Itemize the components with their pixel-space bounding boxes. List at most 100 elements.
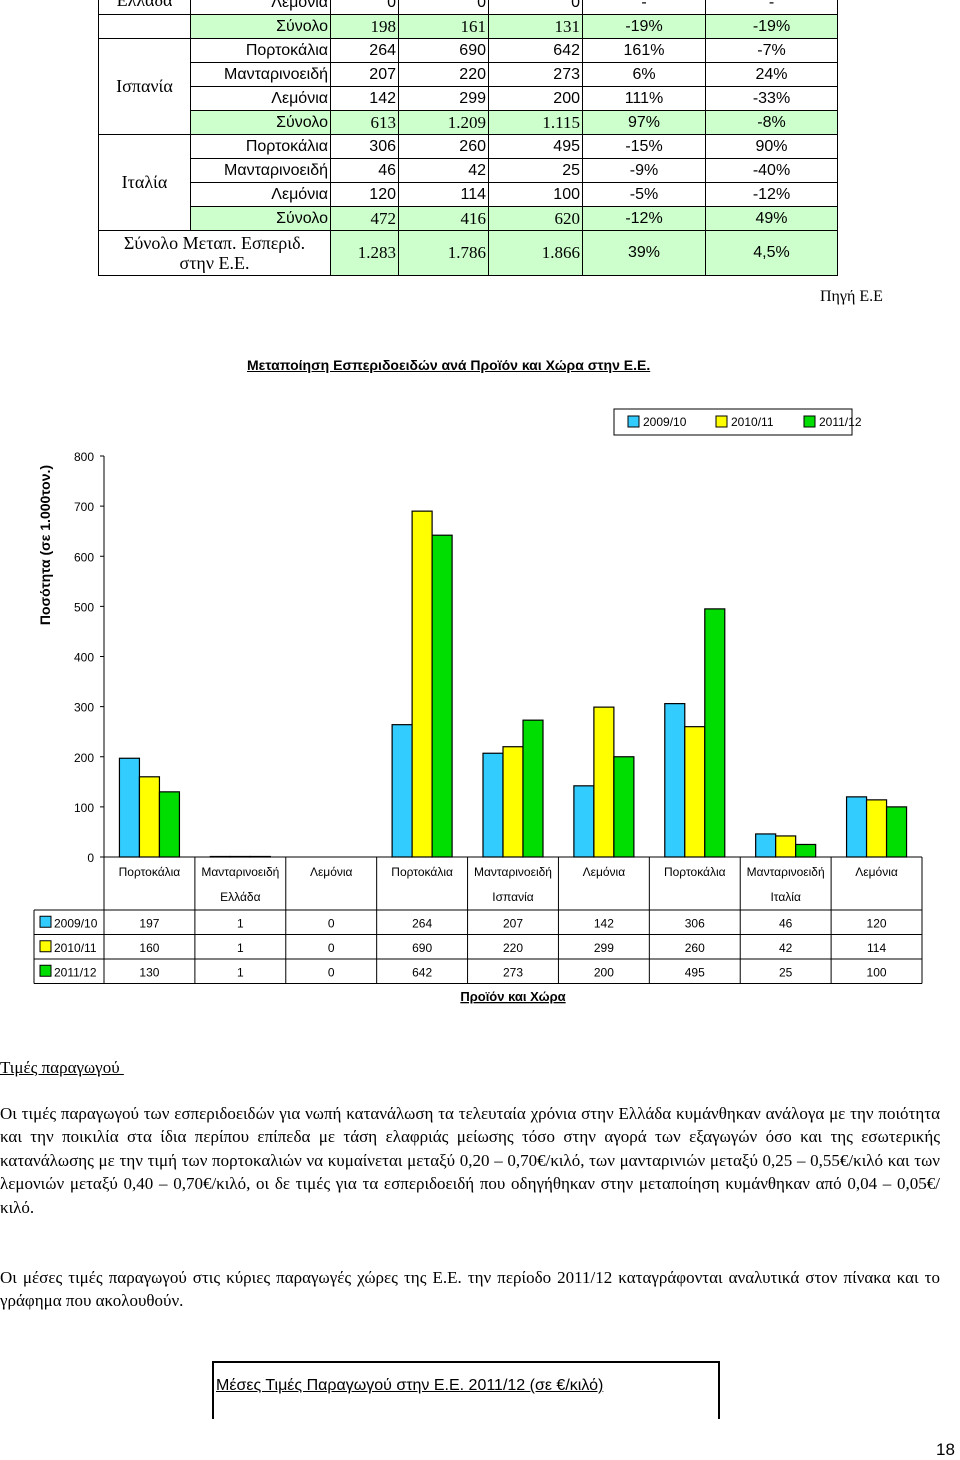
data-label: 306: [685, 916, 705, 930]
legend-swatch: [39, 964, 52, 977]
product-cell: Μανταρινοειδή: [190, 62, 331, 87]
x-group-label: Ισπανία: [492, 890, 533, 904]
x-tick-label: Πορτοκάλια: [664, 865, 726, 879]
x-group-label: Ελλάδα: [220, 890, 260, 904]
table-row-total: Σύνολο 613 1.209 1.115 97% -8%: [99, 110, 838, 135]
x-tick-label: Λεμόνια: [855, 865, 898, 879]
value-cell: 142: [330, 86, 399, 111]
value-cell: 25: [488, 158, 583, 183]
bar: [158, 791, 181, 858]
percent-cell: -19%: [582, 14, 706, 39]
page-number: 18: [936, 1440, 955, 1459]
value-cell: 200: [488, 86, 583, 111]
legend-label: 2009/10: [643, 415, 687, 429]
bar: [795, 843, 817, 858]
bar: [593, 706, 615, 858]
value-cell: 642: [488, 38, 583, 63]
bar: [684, 726, 706, 858]
country-cell: [98, 14, 191, 39]
bar: [755, 833, 777, 858]
value-cell: 1.866: [488, 230, 583, 276]
product-cell: Λεμόνια: [190, 86, 331, 111]
value-cell: 0: [488, 0, 583, 15]
percent-cell: -12%: [705, 182, 838, 207]
data-label: 100: [867, 965, 887, 979]
x-tick-label: Πορτοκάλια: [391, 865, 453, 879]
table-row-total: Σύνολο 472 416 620 -12% 49%: [99, 206, 838, 231]
data-label: 642: [412, 965, 432, 979]
value-cell: 220: [398, 62, 489, 87]
data-label: 1: [237, 916, 244, 930]
value-cell: 299: [398, 86, 489, 111]
value-cell: 0: [330, 0, 399, 15]
percent-cell: 4,5%: [705, 230, 838, 276]
table-caption-frame: [212, 1361, 720, 1419]
bar: [845, 796, 868, 858]
bar: [138, 776, 161, 858]
legend-swatch: [715, 415, 728, 428]
x-tick-label: Μανταρινοειδή: [474, 865, 552, 879]
bar: [775, 835, 797, 858]
x-tick-label: Λεμόνια: [310, 865, 353, 879]
data-label: 0: [328, 965, 335, 979]
y-tick-label: 100: [74, 801, 94, 815]
percent-cell: -9%: [582, 158, 706, 183]
value-cell: 613: [330, 110, 399, 135]
product-cell: Πορτοκάλια: [190, 38, 331, 63]
production-table: Ελλάδα Λεμόνια 0 0 0 - - Σύνολο 198 161 …: [98, 0, 838, 276]
product-cell: Σύνολο: [190, 206, 331, 231]
x-axis: Πορτοκάλια Μανταρινοειδή Λεμόνια Πορτοκάλια…: [104, 856, 922, 904]
bar: [613, 756, 635, 858]
data-label: 200: [594, 965, 614, 979]
value-cell: 198: [330, 14, 399, 39]
x-tick-label: Πορτοκάλια: [119, 865, 181, 879]
percent-cell: 6%: [582, 62, 706, 87]
x-tick-label: Μανταρινοειδή: [747, 865, 825, 879]
value-cell: 161: [398, 14, 489, 39]
x-tick-label: Λεμόνια: [583, 865, 626, 879]
y-axis: 0 100 200 300 400 500 600 700 800: [74, 450, 105, 865]
legend-label: 2010/11: [731, 415, 774, 429]
product-cell: Λεμόνια: [190, 182, 331, 207]
value-cell: 207: [330, 62, 399, 87]
bar: [411, 510, 433, 858]
product-cell: Μανταρινοειδή: [190, 158, 331, 183]
table-row-grand-total: Σύνολο Μεταπ. Εσπεριδ. στην Ε.Ε. 1.283 1…: [98, 230, 838, 276]
value-cell: 264: [330, 38, 399, 63]
percent-cell: -40%: [705, 158, 838, 183]
percent-cell: 97%: [582, 110, 706, 135]
bar: [522, 719, 544, 858]
data-label: 273: [503, 965, 523, 979]
data-label: 260: [685, 941, 705, 955]
data-label: 0: [328, 916, 335, 930]
data-label: 197: [139, 916, 159, 930]
data-label: 299: [594, 941, 614, 955]
x-group-label: Ιταλία: [770, 890, 801, 904]
table-series-name: 2009/10: [54, 916, 98, 930]
data-label: 495: [685, 965, 705, 979]
value-cell: 0: [398, 0, 489, 15]
value-cell: 690: [398, 38, 489, 63]
table-row: Λεμόνια 120 114 100 -5% -12%: [99, 182, 838, 207]
x-tick-label: Μανταρινοειδή: [201, 865, 279, 879]
value-cell: 495: [488, 134, 583, 159]
y-tick-label: 300: [74, 701, 94, 715]
bar: [573, 785, 595, 858]
percent-cell: 90%: [705, 134, 838, 159]
bar: [865, 799, 888, 858]
legend-swatch: [39, 915, 52, 928]
table-series-name: 2011/12: [54, 965, 97, 979]
percent-cell: 24%: [705, 62, 838, 87]
paragraph: Οι τιμές παραγωγού των εσπεριδοειδών για…: [0, 1104, 940, 1217]
percent-cell: -8%: [705, 110, 838, 135]
grand-total-label: Σύνολο Μεταπ. Εσπεριδ. στην Ε.Ε.: [98, 230, 331, 276]
chart-legend: 2009/10 2010/11 2011/12: [613, 408, 862, 436]
bar: [482, 752, 504, 858]
bar: [664, 703, 686, 858]
table-row: Ισπανία Πορτοκάλια 264 690 642 161% -7%: [98, 38, 838, 135]
data-label: 42: [779, 941, 793, 955]
percent-cell: 39%: [582, 230, 706, 276]
percent-cell: -15%: [582, 134, 706, 159]
value-cell: 273: [488, 62, 583, 87]
